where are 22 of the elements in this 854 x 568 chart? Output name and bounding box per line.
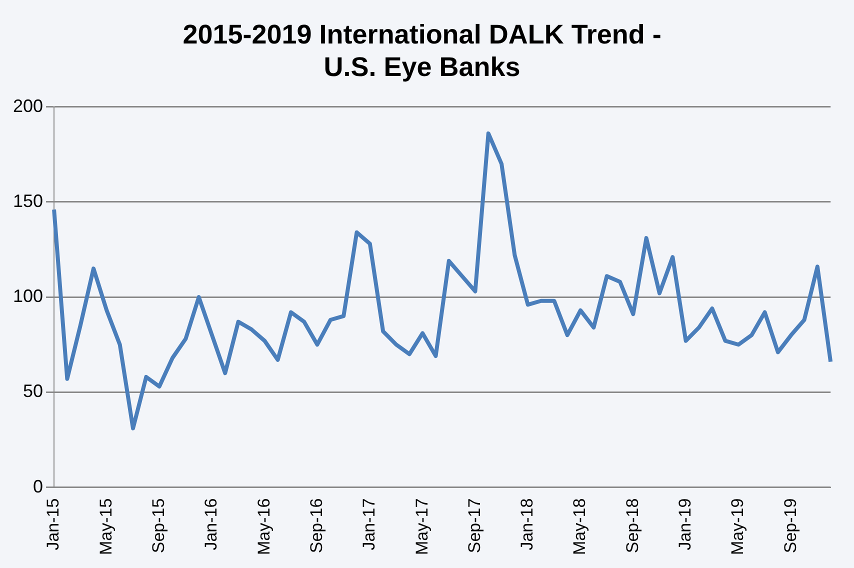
y-tick-label: 50 [23,381,44,402]
x-tick-label: May-16 [254,498,274,555]
x-tick-label: Sep-16 [306,498,326,554]
x-tick-label: May-15 [96,498,116,555]
text: 2015-2019 International DALK Trend - [182,20,662,50]
x-tick-label: Sep-18 [622,498,642,554]
x-tick-label: Jan-17 [360,498,379,550]
y-tick-label: 150 [12,190,44,211]
x-tick-label: Sep-19 [780,498,800,554]
x-tick-label: Sep-17 [464,498,484,554]
x-tick-label: Jan-18 [518,498,537,550]
x-tick-label: May-19 [728,498,748,555]
x-tick-label: Sep-15 [149,498,168,554]
x-tick-label: May-18 [570,498,590,555]
y-tick-label: 0 [33,476,44,496]
x-tick-label: Jan-15 [44,498,63,550]
y-tick-label: 100 [12,286,44,306]
x-tick-label: Jan-19 [676,498,695,550]
y-tick-label: 200 [12,96,44,116]
x-tick-label: May-17 [412,498,432,555]
text: U.S. Eye Banks [324,52,520,82]
x-tick-label: Jan-16 [202,498,221,550]
